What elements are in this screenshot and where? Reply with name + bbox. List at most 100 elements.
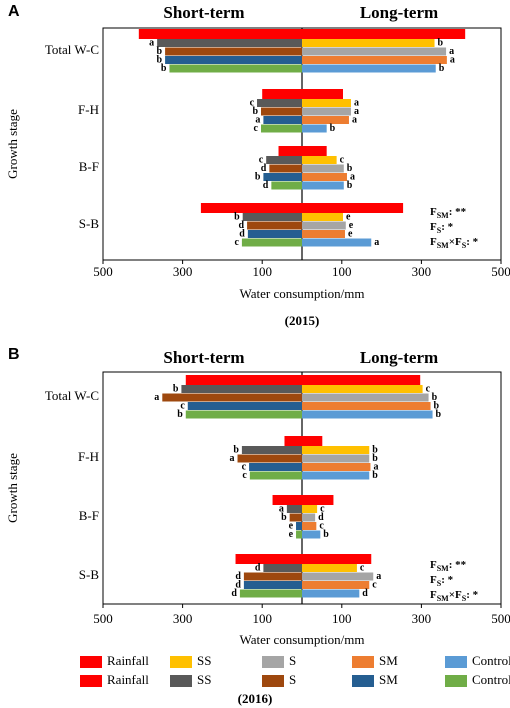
significance-letter: b (436, 409, 442, 420)
significance-letter: a (352, 114, 357, 125)
significance-letter: d (263, 180, 269, 191)
bar (302, 238, 372, 247)
x-tick-label: 500 (93, 611, 113, 626)
bar (187, 402, 302, 410)
bar (235, 554, 302, 564)
bar (302, 471, 370, 480)
bar (269, 164, 302, 173)
annotation: FSM×FS: * (430, 589, 479, 604)
significance-letter: a (354, 97, 359, 108)
bar (261, 107, 302, 116)
significance-letter: c (234, 237, 239, 248)
bar (272, 495, 302, 505)
annotation-part: SM (437, 564, 449, 573)
legend-swatch (170, 656, 192, 668)
legend-swatch (170, 675, 192, 687)
bar (296, 522, 302, 530)
y-axis-label: Growth stage (5, 109, 20, 179)
annotation-part: S (437, 579, 442, 588)
legend-swatch (352, 675, 374, 687)
bar (157, 39, 302, 47)
significance-letter: d (362, 588, 368, 599)
significance-letter: c (372, 579, 377, 590)
significance-letter: b (323, 529, 329, 540)
bar (247, 221, 302, 230)
bar (302, 56, 447, 64)
bar (302, 146, 327, 156)
bar (302, 116, 349, 124)
bar (181, 385, 302, 393)
annotation-part: : * (441, 221, 453, 233)
bar (257, 99, 302, 107)
bar (243, 572, 302, 581)
bar (302, 495, 334, 505)
bar (302, 203, 404, 213)
significance-letter: a (350, 171, 355, 182)
annotation-part: : * (466, 589, 478, 601)
significance-letter: b (161, 63, 167, 74)
panel-label: B (8, 346, 20, 363)
significance-letter: b (255, 171, 261, 182)
bar (302, 530, 321, 539)
bar (263, 173, 302, 181)
bar (302, 99, 351, 107)
bar (302, 513, 316, 522)
legend-label: S (289, 672, 296, 687)
bar (302, 385, 423, 393)
annotation-part: F (430, 574, 437, 586)
annotation-part: ×F (449, 589, 462, 601)
bar (243, 581, 302, 589)
significance-letter: a (374, 237, 379, 248)
category-label: Total W-C (45, 388, 99, 403)
bar (302, 124, 327, 133)
bar (302, 505, 318, 513)
legend-label: Control (472, 672, 510, 687)
significance-letter: c (242, 470, 247, 481)
significance-letter: d (231, 588, 237, 599)
significance-letter: b (347, 163, 353, 174)
significance-letter: a (449, 46, 454, 57)
significance-letter: d (239, 228, 245, 239)
bar (302, 89, 343, 99)
legend-swatch (445, 675, 467, 687)
significance-letter: a (376, 571, 381, 582)
bar (302, 213, 343, 221)
legend-label: S (289, 653, 296, 668)
x-tick-label: 300 (173, 611, 193, 626)
significance-letter: e (348, 228, 353, 239)
bar (247, 230, 302, 238)
x-tick-label: 500 (491, 611, 510, 626)
bar (302, 436, 323, 446)
annotation: FS: * (430, 221, 454, 236)
bar (200, 203, 302, 213)
annotation-part: SM (437, 594, 449, 603)
significance-letter: a (255, 114, 260, 125)
significance-letter: c (254, 123, 259, 134)
significance-letter: a (450, 54, 455, 65)
legend-label: SS (197, 653, 211, 668)
x-tick-label: 100 (332, 611, 352, 626)
caption: (2016) (238, 691, 273, 706)
significance-letter: c (242, 461, 247, 472)
annotation-part: S (462, 594, 467, 603)
bar (302, 39, 435, 47)
significance-letter: d (239, 220, 245, 231)
significance-letter: d (255, 562, 261, 573)
annotation-part: : * (441, 574, 453, 586)
x-tick-label: 300 (412, 264, 432, 279)
bar (302, 107, 351, 116)
bar (302, 64, 436, 73)
bar (239, 589, 302, 598)
x-tick-label: 300 (412, 611, 432, 626)
legend-label: SM (379, 653, 398, 668)
x-tick-label: 300 (173, 264, 193, 279)
bar (302, 572, 374, 581)
bar (271, 181, 302, 190)
bar (302, 156, 337, 164)
significance-letter: c (340, 154, 345, 165)
significance-letter: e (346, 211, 351, 222)
significance-letter: b (347, 180, 353, 191)
significance-letter: c (319, 520, 324, 531)
bar (249, 463, 302, 471)
